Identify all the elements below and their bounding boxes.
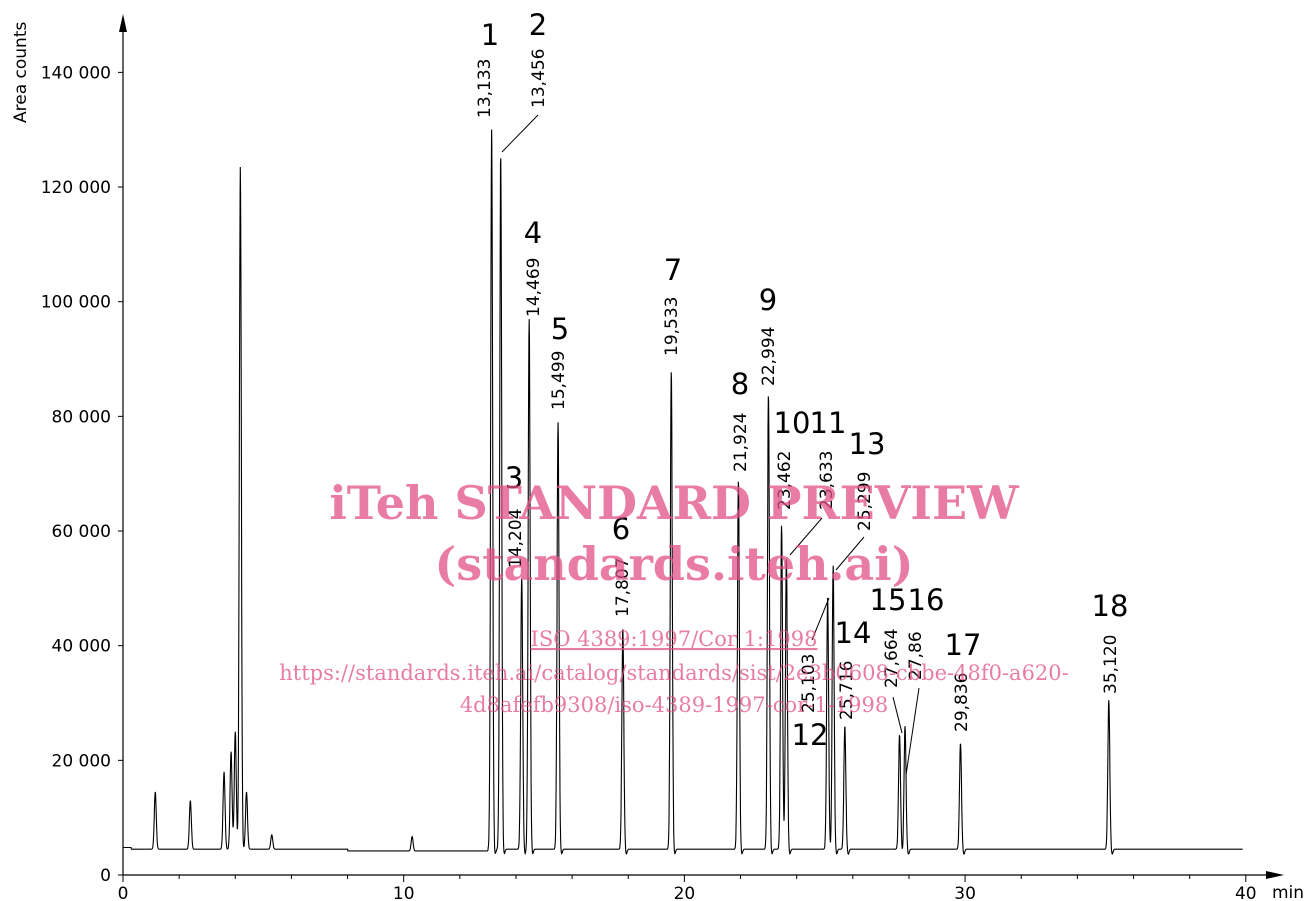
peak-leader-line [501,114,539,153]
x-tick-label: 40 [1235,884,1257,901]
axes: Area counts min [11,14,1304,901]
peak-number-label: 11 [810,406,847,440]
peak-number-label: 7 [664,253,682,287]
peak-retention-time-label: 29,836 [952,673,972,732]
peak-number-label: 14 [835,616,872,650]
peak-retention-time-label: 13,456 [529,49,549,108]
watermark-site: (standards.iteh.ai) [435,537,914,591]
peak-number-label: 6 [612,512,630,546]
peak-leader-line [892,696,903,734]
watermark-title: iTeh STANDARD PREVIEW [329,476,1020,530]
peak-retention-time-label: 35,120 [1101,635,1121,694]
leader-lines [501,114,920,776]
peak-number-label: 18 [1092,589,1129,623]
watermark: iTeh STANDARD PREVIEW (standards.iteh.ai… [279,476,1069,717]
peak-retention-time-label: 15,499 [549,351,569,410]
peak-number-label: 2 [529,8,547,42]
y-tick-label: 60 000 [52,522,111,542]
y-tick-label: 120 000 [41,178,111,198]
y-ticks: 0 20 000 40 000 60 000 80 000 100 000 120 000 1… [41,63,123,886]
peak-leader-line [835,536,865,571]
x-tick-label: 0 [118,884,129,901]
peak-retention-time-label: 14,469 [524,258,544,317]
y-tick-label: 20 000 [52,751,111,771]
peak-retention-time-label: 21,924 [731,413,751,472]
peak-number-label: 17 [945,628,982,662]
peak-retention-time-label: 19,533 [662,297,682,356]
peak-retention-time-label: 22,994 [759,327,779,386]
watermark-url-line1[interactable]: https://standards.iteh.ai/catalog/standa… [279,661,1069,685]
peak-retention-time-label: 25,299 [855,472,875,531]
x-tick-label: 10 [393,884,415,901]
watermark-standard-link[interactable]: ISO 4389:1997/Cor 1:1998 [531,627,818,651]
peak-labels: 1 13,133 2 13,456 3 14,204 4 14,469 5 15,499 6 17,8… [475,8,1128,752]
peak-number-label: 15 [870,583,907,617]
y-axis-arrow [119,14,127,32]
x-tick-label: 30 [954,884,976,901]
chromatogram-trace [123,129,1243,856]
peak-number-label: 8 [731,367,749,401]
y-tick-label: 100 000 [41,293,111,313]
peak-number-label: 12 [792,718,829,752]
peak-number-label: 3 [505,461,523,495]
peak-retention-time-label: 27,86 [906,631,926,680]
peak-number-label: 5 [551,312,569,346]
peak-retention-time-label: 25,716 [837,661,857,720]
peak-number-label: 4 [524,216,542,250]
peak-number-label: 1 [481,18,499,52]
y-tick-label: 40 000 [52,637,111,657]
x-ticks: 0 10 20 30 40 [118,875,1257,901]
peak-retention-time-label: 17,807 [613,558,633,617]
peak-retention-time-label: 14,204 [506,509,526,568]
y-tick-label: 0 [100,866,111,886]
peak-leader-line [811,597,830,641]
peak-retention-time-label: 25,103 [799,654,819,713]
x-tick-label: 20 [674,884,696,901]
peak-retention-time-label: 23,633 [817,451,837,510]
peak-retention-time-label: 23,462 [775,451,795,510]
peak-number-label: 9 [759,283,777,317]
peak-leader-line [905,687,920,776]
peak-number-label: 13 [849,427,886,461]
y-tick-label: 140 000 [41,63,111,83]
peak-number-label: 10 [774,406,811,440]
peak-retention-time-label: 13,133 [475,59,495,118]
y-axis-label: Area counts [11,22,31,123]
x-axis-arrow [1266,871,1284,879]
y-tick-label: 80 000 [52,407,111,427]
watermark-url-line2[interactable]: 4d8afefb9308/iso-4389-1997-cor-1-1998 [460,693,888,717]
x-axis-label: min [1272,883,1304,901]
peak-number-label: 16 [908,583,945,617]
peak-leader-line [789,517,823,556]
peak-retention-time-label: 27,664 [882,629,902,688]
